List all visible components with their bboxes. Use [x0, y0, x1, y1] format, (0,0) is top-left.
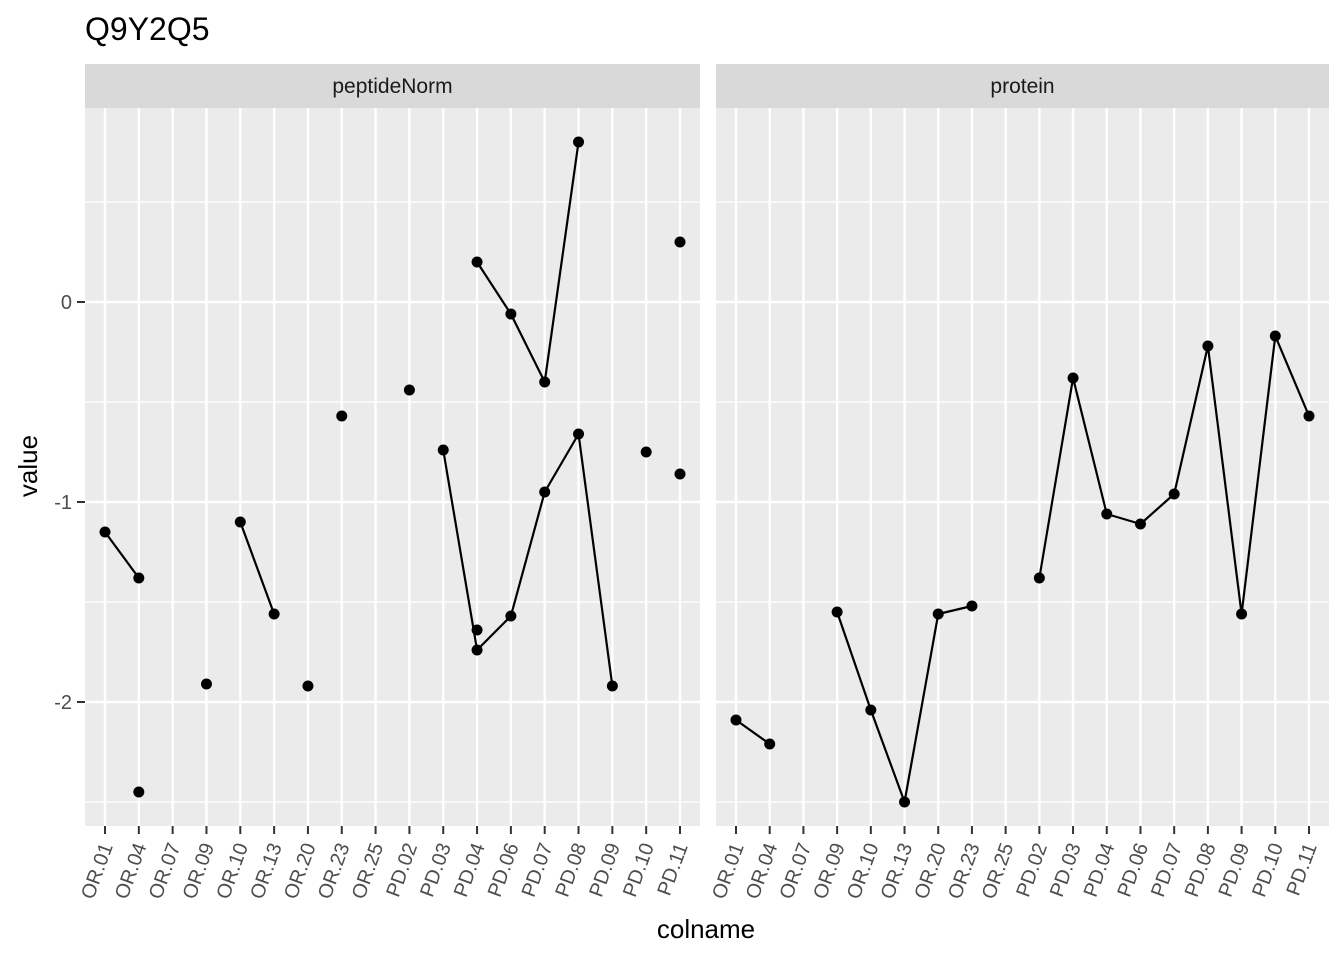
data-point	[505, 610, 517, 622]
data-point	[1168, 488, 1180, 500]
facet-panels: peptideNormOR.01OR.04OR.07OR.09OR.10OR.1…	[77, 64, 1329, 902]
data-point	[133, 572, 145, 584]
series-line-segment	[543, 433, 580, 493]
data-point	[268, 608, 280, 620]
data-point	[966, 600, 978, 612]
series-line-segment	[1274, 335, 1311, 417]
series-line-segment	[1240, 335, 1277, 615]
series-7	[437, 428, 618, 692]
series-line-segment	[239, 521, 276, 615]
series-line-segment	[543, 141, 580, 383]
facet-strip	[716, 64, 1329, 108]
series-line-segment	[509, 491, 546, 617]
chart-title: Q9Y2Q5	[85, 11, 210, 47]
data-point	[133, 786, 145, 798]
series-6	[403, 384, 415, 396]
facet-panel-0: peptideNormOR.01OR.04OR.07OR.09OR.10OR.1…	[77, 64, 700, 902]
series-0	[99, 526, 145, 584]
series-10	[640, 446, 652, 458]
data-point	[1202, 340, 1214, 352]
series-1	[133, 786, 145, 798]
x-axis-title: colname	[657, 914, 755, 944]
series-line-segment	[836, 611, 872, 711]
series-2	[200, 678, 212, 690]
series-2	[1033, 330, 1315, 620]
facet-strip-label: protein	[990, 75, 1054, 98]
y-tick-label: 0	[61, 292, 72, 314]
y-axis: -2 -1 0	[54, 292, 85, 714]
data-point	[606, 680, 618, 692]
series-line-segment	[1038, 377, 1075, 579]
data-point	[899, 796, 911, 808]
series-11	[674, 236, 686, 248]
data-point	[1269, 330, 1281, 342]
series-line-segment	[476, 615, 512, 651]
series-line-segment	[1139, 493, 1175, 525]
data-point	[471, 644, 483, 656]
data-point	[865, 704, 877, 716]
series-line-segment	[442, 449, 479, 651]
series-line-segment	[104, 531, 140, 579]
y-axis-title: value	[13, 435, 43, 497]
facet-strip	[85, 64, 700, 108]
data-point	[505, 308, 517, 320]
data-point	[403, 384, 415, 396]
series-line-segment	[1206, 345, 1243, 615]
series-9	[471, 624, 483, 636]
series-line-segment	[903, 613, 940, 803]
series-0	[730, 714, 776, 750]
series-line-segment	[1173, 345, 1209, 495]
series-12	[674, 468, 686, 480]
panel-background	[85, 108, 700, 826]
data-point	[234, 516, 246, 528]
facet-panel-1: proteinOR.01OR.04OR.07OR.09OR.10OR.13OR.…	[708, 64, 1329, 902]
data-point	[764, 738, 776, 750]
series-line-segment	[869, 709, 906, 803]
data-point	[1134, 518, 1146, 530]
data-point	[932, 608, 944, 620]
panel-background	[716, 108, 1329, 826]
data-point	[99, 526, 111, 538]
series-3	[234, 516, 280, 620]
series-line-segment	[476, 261, 512, 315]
data-point	[674, 468, 686, 480]
data-point	[674, 236, 686, 248]
series-line-segment	[577, 433, 614, 687]
series-line-segment	[1106, 512, 1141, 526]
y-tick-label: -2	[54, 692, 72, 714]
data-point	[471, 624, 483, 636]
data-point	[730, 714, 742, 726]
data-point	[539, 486, 551, 498]
series-line-segment	[1071, 377, 1108, 515]
data-point	[336, 410, 348, 422]
series-line-segment	[509, 313, 546, 383]
series-5	[336, 410, 348, 422]
x-tick-label: PD.11	[654, 840, 693, 898]
x-tick-label: PD.11	[1283, 840, 1322, 898]
data-point	[539, 376, 551, 388]
data-point	[1067, 372, 1079, 384]
facet-strip-label: peptideNorm	[332, 75, 452, 98]
series-1	[831, 600, 978, 808]
data-point	[573, 136, 585, 148]
data-point	[437, 444, 449, 456]
data-point	[573, 428, 585, 440]
data-point	[200, 678, 212, 690]
data-point	[1101, 508, 1113, 520]
y-tick-label: -1	[54, 492, 72, 514]
data-point	[471, 256, 483, 268]
data-point	[640, 446, 652, 458]
data-point	[831, 606, 843, 618]
series-8	[471, 136, 585, 388]
series-line-segment	[735, 719, 771, 745]
series-4	[302, 680, 314, 692]
data-point	[302, 680, 314, 692]
series-line-segment	[937, 604, 973, 616]
data-point	[1236, 608, 1248, 620]
data-point	[1303, 410, 1315, 422]
data-point	[1033, 572, 1045, 584]
